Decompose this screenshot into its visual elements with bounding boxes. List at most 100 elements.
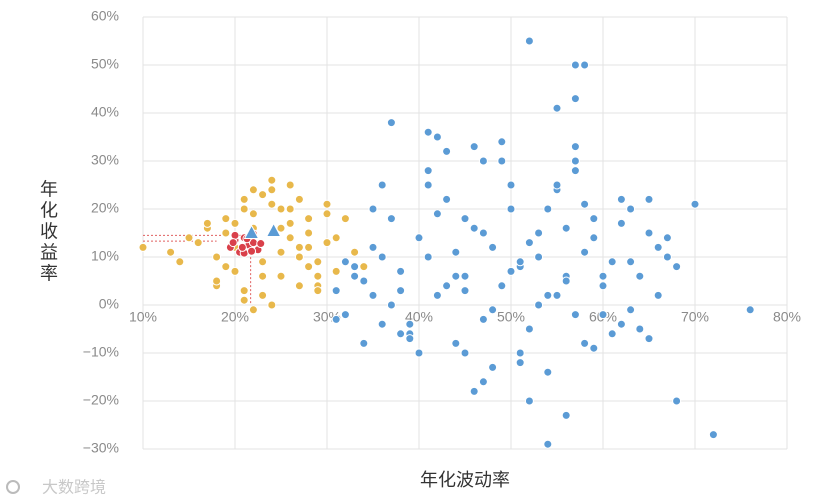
point — [239, 194, 249, 204]
point — [451, 271, 461, 281]
point — [616, 218, 626, 228]
point — [460, 214, 470, 224]
point — [267, 175, 277, 185]
point — [580, 60, 590, 70]
y-tick-label: 50% — [91, 56, 119, 72]
point — [304, 262, 314, 272]
point — [285, 233, 295, 243]
point — [184, 233, 194, 243]
point — [598, 271, 608, 281]
point — [672, 262, 682, 272]
point — [580, 247, 590, 257]
y-tick-label: −30% — [83, 440, 119, 456]
point — [561, 223, 571, 233]
point — [202, 218, 212, 228]
point — [580, 199, 590, 209]
point — [515, 257, 525, 267]
point — [506, 266, 516, 276]
point — [626, 204, 636, 214]
point — [377, 252, 387, 262]
point — [616, 319, 626, 329]
point — [644, 228, 654, 238]
point — [258, 257, 268, 267]
y-tick-label: 30% — [91, 152, 119, 168]
point — [506, 204, 516, 214]
point — [580, 338, 590, 348]
point — [368, 204, 378, 214]
point — [469, 223, 479, 233]
point — [304, 242, 314, 252]
point — [331, 233, 341, 243]
point — [386, 214, 396, 224]
point — [350, 262, 360, 272]
point — [570, 166, 580, 176]
point — [478, 228, 488, 238]
point — [644, 334, 654, 344]
triangle-point — [265, 222, 282, 238]
point — [653, 242, 663, 252]
point — [460, 271, 470, 281]
point — [285, 204, 295, 214]
point — [322, 238, 332, 248]
point — [285, 218, 295, 228]
point — [561, 276, 571, 286]
y-tick-label: 60% — [91, 8, 119, 24]
point — [386, 118, 396, 128]
point — [340, 310, 350, 320]
y-tick-label: 20% — [91, 200, 119, 216]
x-tick-label: 80% — [773, 309, 801, 325]
point — [616, 194, 626, 204]
point — [396, 266, 406, 276]
point — [662, 252, 672, 262]
point — [221, 228, 231, 238]
point — [294, 252, 304, 262]
point — [442, 281, 452, 291]
point — [534, 228, 544, 238]
point — [258, 190, 268, 200]
x-tick-label: 50% — [497, 309, 525, 325]
point — [534, 300, 544, 310]
point — [570, 310, 580, 320]
point — [350, 247, 360, 257]
point — [340, 214, 350, 224]
y-tick-label: 40% — [91, 104, 119, 120]
point — [368, 242, 378, 252]
point — [276, 223, 286, 233]
point — [561, 410, 571, 420]
point — [377, 180, 387, 190]
y-tick-label: −20% — [83, 392, 119, 408]
point — [175, 257, 185, 267]
y-axis-label: 年化收益率 — [37, 179, 58, 284]
point — [598, 281, 608, 291]
point — [276, 204, 286, 214]
point — [478, 156, 488, 166]
point — [368, 290, 378, 300]
point — [543, 290, 553, 300]
point — [230, 266, 240, 276]
point — [570, 156, 580, 166]
point — [570, 60, 580, 70]
point — [267, 300, 277, 310]
point — [350, 271, 360, 281]
point — [322, 199, 332, 209]
point — [423, 180, 433, 190]
point — [570, 94, 580, 104]
point — [653, 290, 663, 300]
point — [313, 286, 323, 296]
point — [138, 242, 148, 252]
point — [248, 209, 258, 219]
watermark: 大数跨境 — [42, 478, 106, 497]
point — [294, 242, 304, 252]
point — [414, 233, 424, 243]
point — [515, 348, 525, 358]
point — [552, 180, 562, 190]
point — [497, 137, 507, 147]
point — [313, 257, 323, 267]
x-tick-label: 10% — [129, 309, 157, 325]
point — [690, 199, 700, 209]
point — [386, 300, 396, 310]
point — [396, 286, 406, 296]
point — [304, 214, 314, 224]
point — [589, 233, 599, 243]
